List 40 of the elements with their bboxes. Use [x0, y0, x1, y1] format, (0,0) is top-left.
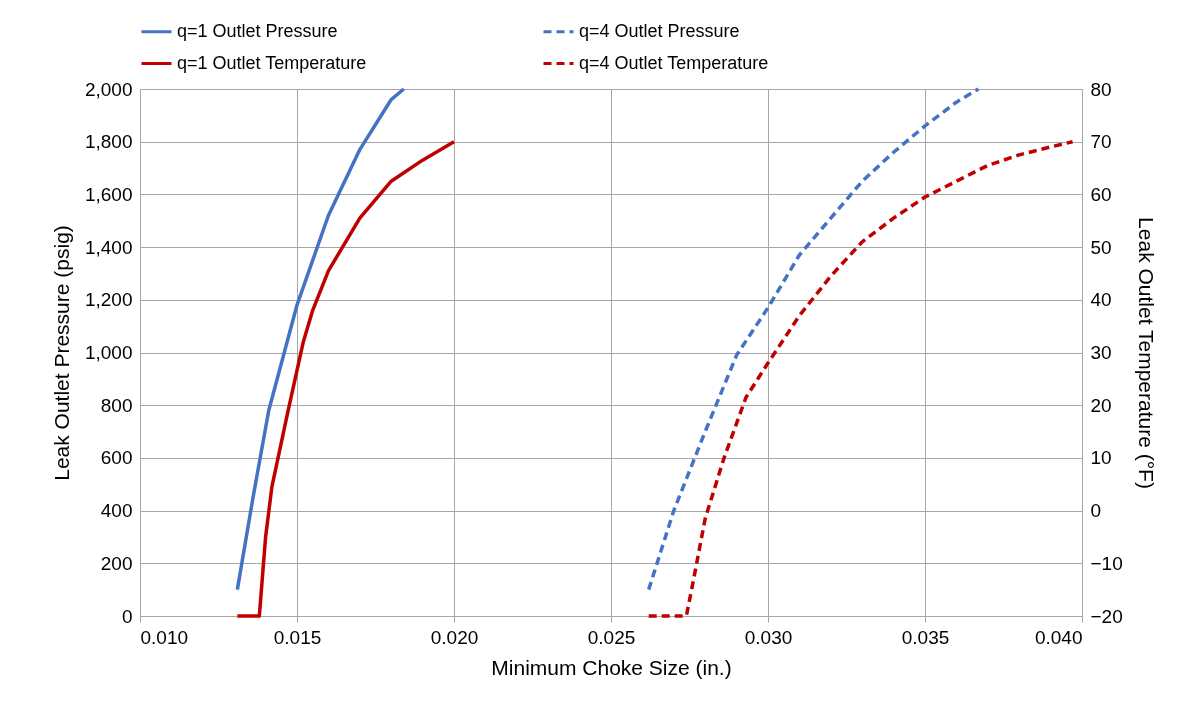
y-tick-label: 1,800 — [84, 131, 133, 153]
x-tick-label: 0.010 — [140, 626, 189, 648]
y-tick-label: 1,600 — [84, 183, 133, 205]
y2-axis-title: Leak Outlet Temperature (°F) — [1134, 217, 1158, 489]
x-tick-label: 0.030 — [744, 626, 793, 648]
legend-label: q=1 Outlet Temperature — [177, 52, 367, 73]
y-tick-label: 400 — [100, 500, 133, 522]
y2-tick-label: 10 — [1090, 447, 1112, 469]
y2-tick-label: 60 — [1090, 183, 1112, 205]
y2-tick-label: 50 — [1090, 236, 1112, 258]
y2-tick-label: 0 — [1090, 500, 1102, 522]
y2-tick-label: 70 — [1090, 131, 1112, 153]
legend-label: q=4 Outlet Temperature — [579, 52, 769, 73]
y2-tick-label: 30 — [1090, 342, 1112, 363]
x-tick-label: 0.015 — [273, 626, 322, 648]
y-tick-label: 800 — [100, 394, 133, 416]
y2-tick-label: 20 — [1090, 394, 1112, 416]
legend-label: q=1 Outlet Pressure — [177, 20, 338, 41]
y2-tick-label: 40 — [1090, 289, 1112, 311]
y-tick-label: 1,000 — [84, 342, 133, 363]
line-series — [235, 87, 406, 592]
x-tick-label: 0.035 — [901, 626, 950, 648]
x-axis-title: Minimum Choke Size (in.) — [491, 655, 732, 679]
line-series — [235, 139, 456, 618]
y2-tick-label: −10 — [1090, 552, 1123, 574]
y-tick-label: 200 — [100, 552, 133, 574]
x-tick-label: 0.025 — [587, 626, 636, 648]
y-tick-label: 600 — [100, 447, 133, 469]
y2-tick-label: 80 — [1090, 78, 1112, 100]
y-tick-label: 0 — [121, 605, 133, 627]
y-tick-label: 2,000 — [84, 78, 133, 100]
y-axis-title: Leak Outlet Pressure (psig) — [49, 225, 73, 481]
y-tick-label: 1,200 — [84, 289, 133, 311]
x-tick-label: 0.040 — [1034, 626, 1083, 648]
line-series — [646, 139, 1075, 618]
y-tick-label: 1,400 — [84, 236, 133, 258]
legend-label: q=4 Outlet Pressure — [579, 20, 740, 41]
line-series — [646, 87, 981, 592]
x-tick-label: 0.020 — [430, 626, 479, 648]
y2-tick-label: −20 — [1090, 605, 1123, 627]
